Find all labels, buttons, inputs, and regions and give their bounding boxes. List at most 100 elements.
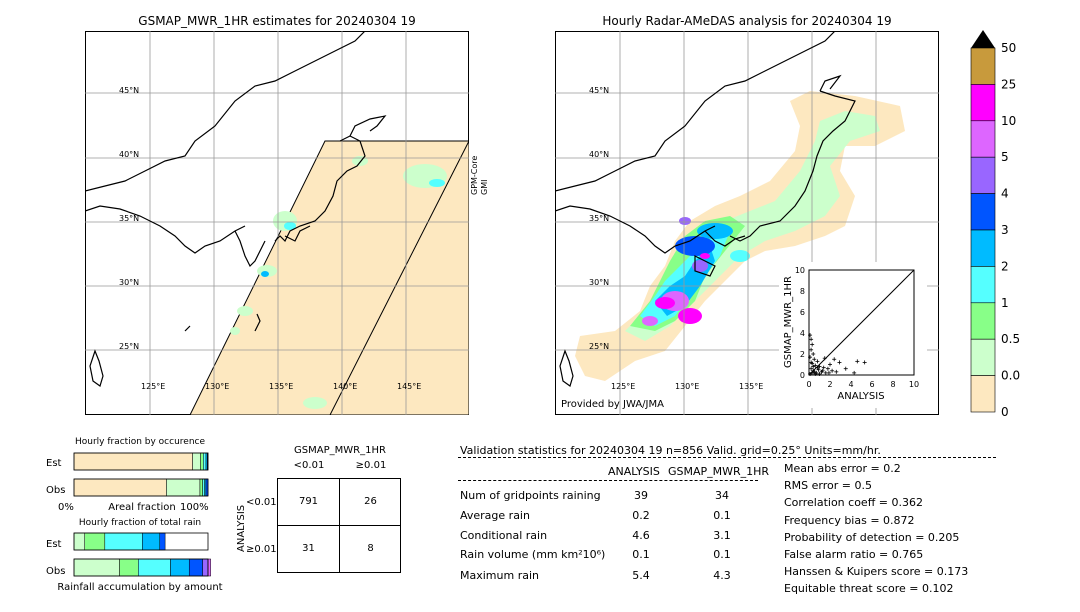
contingency-col-ge: ≥0.01 xyxy=(340,460,402,471)
stacked-bar-segment xyxy=(203,559,208,576)
left-lon-135: 135°E xyxy=(269,382,293,391)
score-pod: Probability of detection = 0.205 xyxy=(784,531,959,544)
scatter-xtick: 0 xyxy=(806,380,811,389)
colorbar-label: 10 xyxy=(1001,114,1016,128)
colorbar-box xyxy=(971,339,995,375)
stats-row-gsmap: 3.1 xyxy=(700,529,744,542)
contingency-row-lt: <0.01 xyxy=(246,497,277,508)
colorbar-box xyxy=(971,121,995,157)
stats-row-gsmap: 34 xyxy=(700,489,744,502)
total-rain-chart: Est Obs Rainfall accumulation by amount xyxy=(40,529,230,595)
stacked-bar-segment xyxy=(85,533,105,550)
stacked-bar-segment xyxy=(74,559,120,576)
stacked-bar-segment xyxy=(193,453,201,470)
occurrence-chart: Est Obs 0% 100% Areal fraction xyxy=(40,448,230,518)
colorbar-box xyxy=(971,376,995,412)
stats-row-analysis: 39 xyxy=(620,489,662,502)
stacked-bar-segment xyxy=(74,479,166,496)
right-lon-135: 135°E xyxy=(739,382,763,391)
colorbar-label: 1 xyxy=(1001,296,1009,310)
rain-cat-est: Est xyxy=(46,539,62,550)
swath-label-1: GPM-Core xyxy=(470,156,479,195)
occ-xlabel: Areal fraction xyxy=(108,502,175,513)
left-lat-45: 45°N xyxy=(119,86,139,95)
contingency-row-ge: ≥0.01 xyxy=(246,544,277,555)
stats-divider-top xyxy=(458,457,996,458)
scatter-xtick: 10 xyxy=(909,380,919,389)
colorbar-box xyxy=(971,157,995,193)
stacked-bar-segment xyxy=(74,453,193,470)
contingency-col-lt: <0.01 xyxy=(278,460,340,471)
rain-xlabel: Rainfall accumulation by amount xyxy=(57,582,222,593)
stacked-bar-segment xyxy=(120,559,139,576)
stats-row-label: Maximum rain xyxy=(460,569,539,582)
colorbar-label: 3 xyxy=(1001,223,1009,237)
stacked-bar-segment xyxy=(138,559,170,576)
stacked-bar-segment xyxy=(203,453,206,470)
cell-c: 31 xyxy=(278,543,339,554)
stats-row-label: Rain volume (mm km²10⁶) xyxy=(460,548,605,561)
colorbar-label: 2 xyxy=(1001,259,1009,273)
data-credit: Provided by JWA/JMA xyxy=(561,399,664,410)
colorbar-box xyxy=(971,266,995,302)
stacked-bar-segment xyxy=(105,533,143,550)
right-lat-30: 30°N xyxy=(589,278,609,287)
colorbar-extend-arrow xyxy=(971,30,995,48)
right-lat-25: 25°N xyxy=(589,342,609,351)
scatter-ytick: 0 xyxy=(800,371,805,380)
colorbar-label: 25 xyxy=(1001,77,1016,91)
stats-row-analysis: 0.2 xyxy=(620,509,662,522)
scatter-ytick: 6 xyxy=(800,308,805,317)
left-lat-35: 35°N xyxy=(119,214,139,223)
left-lon-140: 140°E xyxy=(333,382,357,391)
cell-a: 791 xyxy=(278,496,339,507)
colorbar-label: 0.01 xyxy=(1001,369,1020,383)
scatter-ylabel: GSMAP_MWR_1HR xyxy=(783,276,794,368)
occ-cat-obs: Obs xyxy=(46,485,65,496)
occ-tick-100: 100% xyxy=(180,502,209,513)
colorbar-box xyxy=(971,230,995,266)
left-lon-130: 130°E xyxy=(205,382,229,391)
stats-col-gsmap: GSMAP_MWR_1HR xyxy=(668,465,769,478)
scatter-ytick: 10 xyxy=(795,266,805,275)
scatter-xtick: 4 xyxy=(848,380,853,389)
stats-row-label: Conditional rain xyxy=(460,529,547,542)
score-rmse: RMS error = 0.5 xyxy=(784,479,872,492)
stacked-bar-segment xyxy=(160,533,165,550)
scatter-xtick: 2 xyxy=(827,380,832,389)
scatter-plot: 0 2 4 6 8 10 0 2 4 6 8 10 ANALYSIS GSMAP_MWR_1HR xyxy=(779,262,927,408)
score-hk: Hanssen & Kuipers score = 0.173 xyxy=(784,565,968,578)
colorbar-label: 5 xyxy=(1001,150,1009,164)
stacked-bar-segment xyxy=(74,533,85,550)
right-lon-125: 125°E xyxy=(611,382,635,391)
stats-row-label: Average rain xyxy=(460,509,530,522)
stats-row-label: Num of gridpoints raining xyxy=(460,489,601,502)
scatter-xtick: 8 xyxy=(890,380,895,389)
scatter-ytick: 4 xyxy=(800,329,805,338)
stats-row-gsmap: 0.1 xyxy=(700,548,744,561)
occ-cat-est: Est xyxy=(46,458,62,469)
swath-label-2: GMI xyxy=(480,180,489,195)
occurrence-title: Hourly fraction by occurence xyxy=(60,437,220,447)
stacked-bar-segment xyxy=(200,479,203,496)
contingency-title: GSMAP_MWR_1HR xyxy=(278,445,402,456)
left-lat-40: 40°N xyxy=(119,150,139,159)
stats-row-gsmap: 4.3 xyxy=(700,569,744,582)
stacked-bar-segment xyxy=(203,479,205,496)
score-mae: Mean abs error = 0.2 xyxy=(784,462,901,475)
score-far: False alarm ratio = 0.765 xyxy=(784,548,923,561)
stats-header: Validation statistics for 20240304 19 n=… xyxy=(460,444,881,457)
stats-col-analysis: ANALYSIS xyxy=(608,465,660,478)
colorbar-box xyxy=(971,48,995,84)
right-map-title: Hourly Radar-AMeDAS analysis for 2024030… xyxy=(555,14,939,28)
stats-divider-cols xyxy=(458,480,758,481)
occ-tick-0: 0% xyxy=(58,502,74,513)
contingency-table: 791 26 31 8 xyxy=(277,478,401,573)
scatter-xtick: 6 xyxy=(869,380,874,389)
scatter-xlabel: ANALYSIS xyxy=(837,391,884,402)
right-lon-130: 130°E xyxy=(675,382,699,391)
score-corr: Correlation coeff = 0.362 xyxy=(784,496,923,509)
colorbar-label: 0.5 xyxy=(1001,332,1020,346)
stacked-bar-segment xyxy=(208,559,211,576)
rain-cat-obs: Obs xyxy=(46,566,65,577)
